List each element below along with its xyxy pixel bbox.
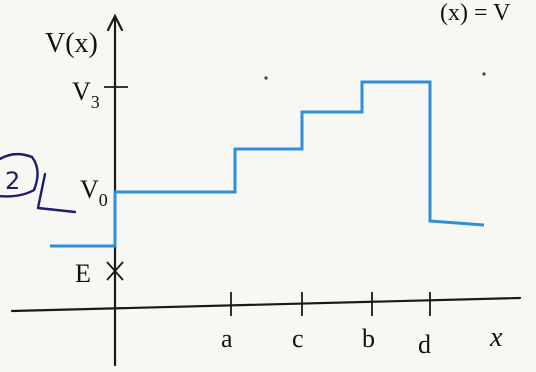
tick-d-label: d [418,330,431,359]
v0-label: V0 [80,175,108,210]
e-cross-mark [106,261,124,281]
tick-a-label: a [221,324,233,353]
potential-step-line [50,80,485,248]
speck-dot-2 [482,72,486,76]
speck-dot-1 [264,76,268,80]
top-right-fragment: (x) = V [440,0,511,26]
v3-label: V3 [72,77,100,112]
handwritten-note: 2 [0,152,77,214]
tick-b-label: b [362,324,375,353]
x-axis-line [10,296,522,313]
y-axis-label: V(x) [45,28,98,59]
circled-mark-number: 2 [5,167,20,195]
tick-c-label: c [292,324,304,353]
x-axis-label: x [489,322,503,353]
y-axis-arrowhead [106,13,124,32]
pointer-stroke [36,172,77,214]
e-label: E [75,259,91,288]
circled-mark-outline [0,152,39,198]
